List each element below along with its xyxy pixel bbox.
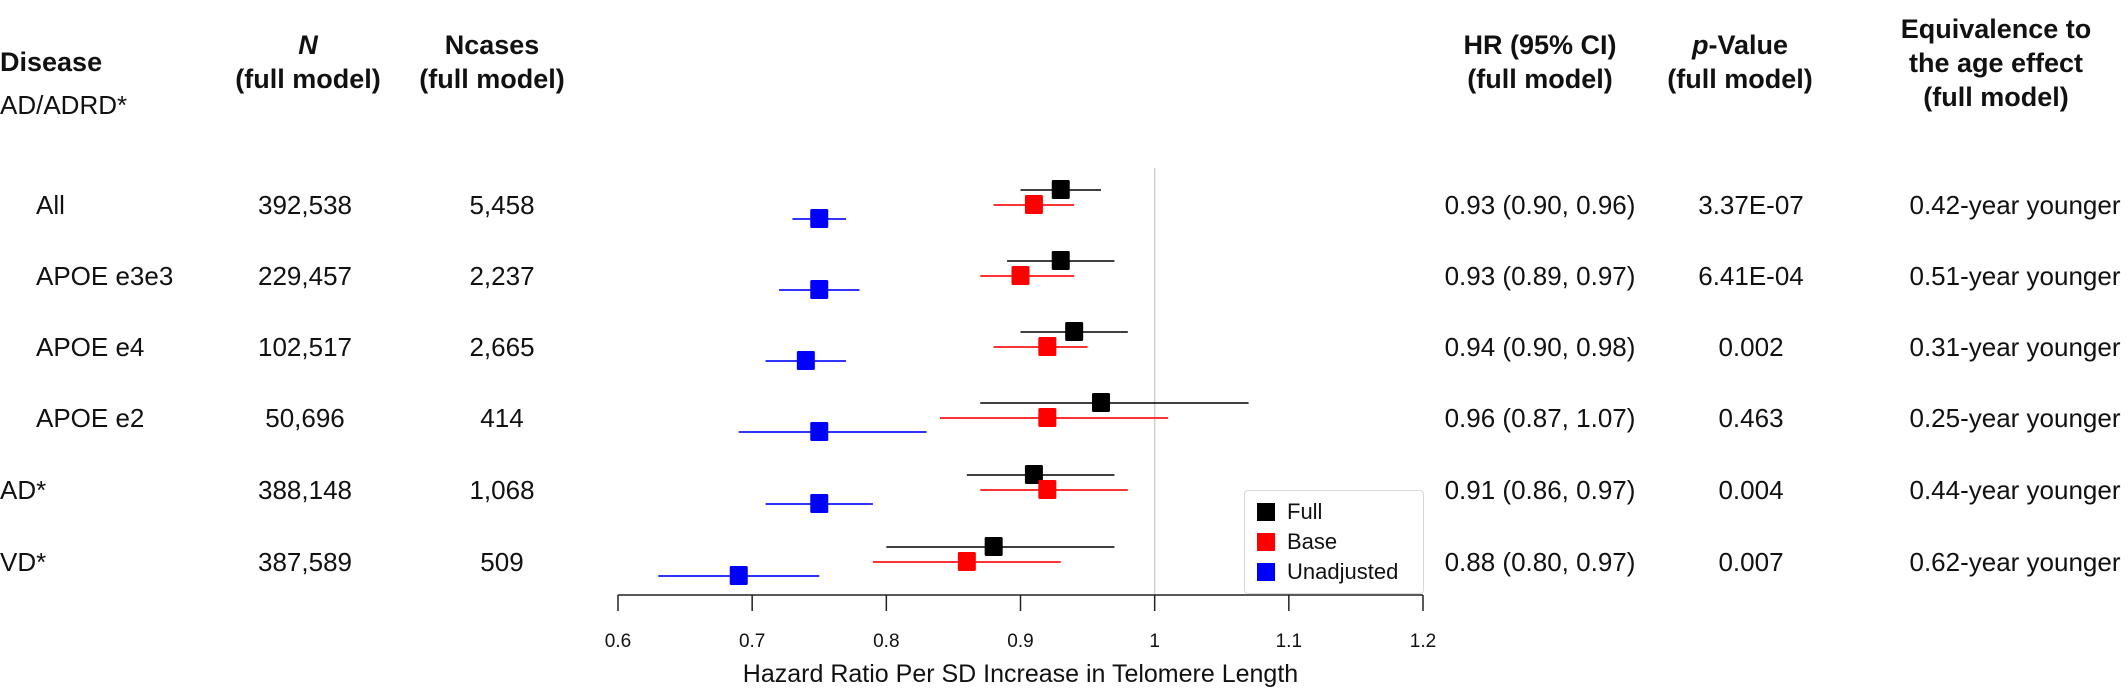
row-hr-ci: 0.96 (0.87, 1.07) <box>1444 403 1636 433</box>
row-ncases: 5,458 <box>469 190 535 220</box>
row-pvalue: 0.463 <box>1718 403 1784 433</box>
legend-item-full: Full <box>1257 499 1322 525</box>
point-base <box>1038 480 1057 499</box>
x-tick-label: 0.9 <box>1007 631 1033 652</box>
row-n: 388,148 <box>258 475 352 505</box>
row-ncases: 1,068 <box>469 475 535 505</box>
x-tick-label: 0.8 <box>873 631 899 652</box>
group-label: AD/ADRD* <box>0 90 128 120</box>
legend-item-base: Base <box>1257 529 1337 555</box>
header-eq-line3: (full model) <box>1923 82 2069 112</box>
row-label: All <box>36 190 65 220</box>
legend-swatch-full <box>1257 503 1275 521</box>
header-ncases-line1: Ncases <box>444 30 540 60</box>
row-n: 229,457 <box>258 261 352 291</box>
row-ncases: 2,665 <box>469 332 535 362</box>
header-pvalue: p-Value (full model) <box>1650 28 1830 96</box>
header-hr: HR (95% CI) (full model) <box>1440 28 1640 96</box>
legend-item-unadjusted: Unadjusted <box>1257 559 1398 585</box>
point-full <box>1092 393 1110 412</box>
header-equivalence: Equivalence to the age effect (full mode… <box>1864 12 2128 114</box>
row-n: 392,538 <box>258 190 352 220</box>
point-unadjusted <box>796 351 815 370</box>
point-full <box>984 537 1003 556</box>
x-tick-label: 1.1 <box>1276 631 1302 652</box>
row-hr-ci: 0.94 (0.90, 0.98) <box>1444 332 1636 362</box>
header-pvalue-line2: (full model) <box>1667 64 1813 94</box>
row-ncases: 509 <box>480 547 524 577</box>
point-unadjusted <box>810 422 829 441</box>
legend: Full Base Unadjusted <box>1244 490 1424 594</box>
header-eq-line2: the age effect <box>1908 48 2084 78</box>
x-tick-label: 0.6 <box>605 631 631 652</box>
point-full <box>1051 180 1070 199</box>
header-n-line1: N <box>298 30 318 60</box>
row-hr-ci: 0.93 (0.89, 0.97) <box>1444 261 1636 291</box>
row-equivalence: 0.44-year younger <box>1909 475 2121 505</box>
legend-swatch-unadjusted <box>1257 563 1275 581</box>
row-equivalence: 0.62-year younger <box>1909 547 2121 577</box>
row-label: APOE e4 <box>36 332 145 362</box>
point-unadjusted <box>729 566 748 585</box>
row-hr-ci: 0.91 (0.86, 0.97) <box>1444 475 1636 505</box>
row-ncases: 414 <box>480 403 524 433</box>
x-axis-label: Hazard Ratio Per SD Increase in Telomere… <box>743 660 1298 688</box>
row-pvalue: 6.41E-04 <box>1698 261 1804 291</box>
header-disease-text: Disease <box>0 47 103 77</box>
row-hr-ci: 0.88 (0.80, 0.97) <box>1444 547 1636 577</box>
header-n-line2: (full model) <box>235 64 381 94</box>
row-pvalue: 0.004 <box>1718 475 1784 505</box>
row-ncases: 2,237 <box>469 261 535 291</box>
row-label: APOE e2 <box>36 403 145 433</box>
point-full <box>1065 322 1084 341</box>
x-tick-label: 1 <box>1149 631 1160 652</box>
point-base <box>957 552 976 571</box>
point-base <box>1038 337 1057 356</box>
row-pvalue: 0.007 <box>1718 547 1784 577</box>
row-n: 50,696 <box>265 403 345 433</box>
row-pvalue: 3.37E-07 <box>1698 190 1804 220</box>
header-disease: Disease <box>0 45 102 79</box>
row-n: 387,589 <box>258 547 352 577</box>
legend-label-unadjusted: Unadjusted <box>1287 559 1399 584</box>
x-tick-label: 0.7 <box>739 631 765 652</box>
header-n: N (full model) <box>218 28 398 96</box>
header-hr-line1: HR (95% CI) <box>1463 30 1617 60</box>
row-hr-ci: 0.93 (0.90, 0.96) <box>1444 190 1636 220</box>
point-base <box>1024 195 1043 214</box>
row-label: APOE e3e3 <box>36 261 174 291</box>
legend-swatch-base <box>1257 533 1275 551</box>
row-equivalence: 0.51-year younger <box>1909 261 2121 291</box>
header-pvalue-line1: p-Value <box>1650 28 1830 62</box>
header-p-rest: -Value <box>1708 30 1789 60</box>
row-pvalue: 0.002 <box>1718 332 1784 362</box>
legend-label-base: Base <box>1287 529 1338 554</box>
point-unadjusted <box>810 494 829 513</box>
row-label: VD* <box>0 547 47 577</box>
point-unadjusted <box>810 209 829 228</box>
point-full <box>1051 251 1070 270</box>
row-equivalence: 0.25-year younger <box>1909 403 2121 433</box>
point-full <box>1024 465 1043 484</box>
point-base <box>1038 408 1057 427</box>
legend-label-full: Full <box>1287 499 1323 524</box>
row-label: AD* <box>0 475 47 505</box>
header-p-italic: p <box>1691 30 1709 60</box>
header-hr-line2: (full model) <box>1467 64 1613 94</box>
point-unadjusted <box>810 280 829 299</box>
row-n: 102,517 <box>258 332 352 362</box>
header-ncases-line2: (full model) <box>419 64 565 94</box>
header-eq-line1: Equivalence to <box>1900 14 2092 44</box>
row-equivalence: 0.31-year younger <box>1909 332 2121 362</box>
x-tick-label: 1.2 <box>1410 631 1436 652</box>
header-ncases: Ncases (full model) <box>402 28 582 96</box>
point-base <box>1011 266 1030 285</box>
row-equivalence: 0.42-year younger <box>1909 190 2121 220</box>
